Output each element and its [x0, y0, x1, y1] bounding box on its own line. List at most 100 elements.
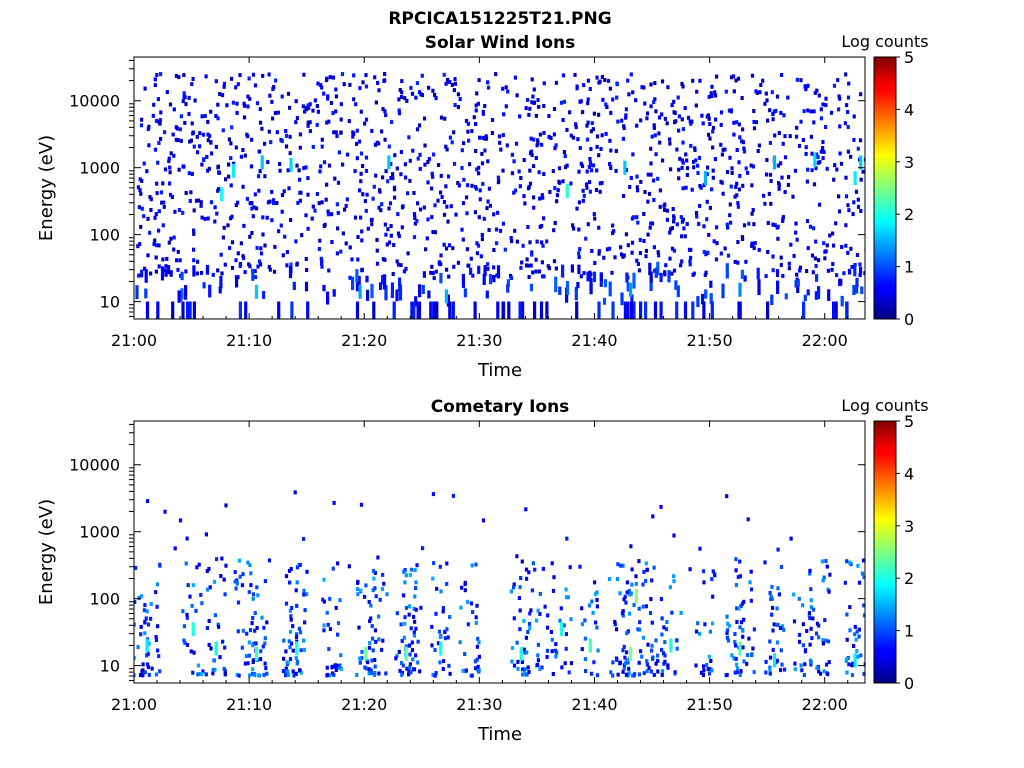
data-cell — [134, 622, 136, 627]
data-cell — [723, 246, 727, 251]
data-cell — [328, 627, 332, 632]
data-cell — [742, 146, 746, 151]
data-cell — [559, 622, 564, 637]
data-cell — [776, 236, 780, 241]
data-cell — [512, 190, 516, 195]
data-cell — [418, 152, 422, 157]
data-cell — [732, 120, 736, 125]
data-cell — [367, 645, 372, 650]
data-cell — [154, 638, 158, 642]
data-cell — [154, 212, 158, 217]
data-cell — [414, 607, 418, 612]
data-cell — [535, 618, 539, 623]
data-cell — [826, 639, 831, 644]
data-cell — [139, 224, 143, 229]
data-cell — [445, 267, 449, 272]
data-cell — [815, 666, 819, 670]
data-cell — [267, 264, 271, 269]
data-cell — [520, 260, 524, 265]
data-cell — [469, 256, 473, 261]
data-cell — [660, 669, 665, 674]
data-cell — [701, 673, 705, 677]
data-cell — [331, 566, 335, 571]
data-cell — [181, 210, 185, 215]
data-cell — [445, 581, 449, 586]
data-cell — [421, 284, 425, 295]
data-cell — [761, 78, 765, 83]
data-cell — [162, 200, 166, 205]
data-cell — [588, 270, 592, 279]
data-cell — [675, 638, 679, 643]
data-cell — [190, 121, 194, 126]
data-cell — [799, 119, 803, 124]
data-cell — [436, 641, 441, 646]
data-cell — [359, 151, 364, 156]
data-cell — [414, 626, 418, 631]
data-cell — [796, 279, 800, 287]
data-cell — [451, 493, 455, 498]
data-cell — [555, 199, 559, 204]
data-cell — [198, 131, 202, 136]
data-cell — [278, 168, 282, 173]
data-cell — [486, 199, 490, 204]
data-cell — [253, 192, 257, 197]
data-cell — [446, 174, 451, 179]
data-cell — [659, 301, 663, 319]
data-cell — [295, 661, 299, 666]
data-cell — [839, 161, 844, 166]
data-cell — [624, 107, 628, 112]
data-cell — [702, 301, 706, 319]
data-cell — [749, 569, 753, 574]
data-cell — [767, 191, 771, 196]
data-cell — [550, 561, 554, 566]
data-cell — [595, 75, 599, 80]
data-cell — [787, 266, 791, 271]
data-cell — [446, 635, 450, 640]
data-cell — [735, 669, 739, 674]
data-cell — [736, 575, 740, 579]
data-cell — [563, 661, 567, 666]
data-cell — [552, 107, 557, 111]
data-cell — [213, 219, 217, 224]
data-cell — [557, 166, 562, 171]
data-cell — [351, 134, 355, 139]
data-cell — [625, 272, 629, 283]
data-cell — [155, 181, 159, 186]
data-cell — [462, 177, 466, 182]
data-cell — [378, 597, 382, 602]
data-cell — [708, 205, 712, 210]
data-cell — [672, 533, 676, 538]
data-cell — [560, 665, 564, 670]
data-cell — [707, 116, 711, 121]
data-cell — [528, 611, 532, 616]
data-cell — [230, 125, 234, 130]
data-cell — [540, 142, 544, 147]
data-cell — [348, 82, 352, 87]
data-cell — [306, 226, 310, 231]
data-cell — [400, 79, 404, 84]
data-cell — [184, 102, 188, 107]
data-cell — [659, 504, 663, 509]
data-cell — [261, 232, 265, 237]
data-cell — [396, 231, 401, 236]
data-cell — [198, 144, 202, 149]
data-cell — [629, 282, 633, 297]
data-cell — [403, 621, 407, 626]
data-cell — [762, 193, 766, 198]
data-cell — [625, 590, 629, 595]
data-cell — [367, 671, 371, 676]
data-cell — [472, 115, 476, 120]
data-cell — [223, 645, 227, 650]
data-cell — [403, 580, 407, 585]
data-cell — [360, 649, 364, 654]
data-cell — [199, 203, 203, 208]
data-cell — [173, 209, 177, 214]
data-cell — [689, 247, 693, 252]
data-cell — [542, 130, 546, 135]
data-cell — [849, 246, 853, 251]
data-cell — [589, 129, 593, 134]
data-cell — [857, 634, 861, 639]
data-cell — [258, 120, 263, 125]
data-cell — [861, 169, 865, 174]
data-cell — [485, 290, 489, 299]
